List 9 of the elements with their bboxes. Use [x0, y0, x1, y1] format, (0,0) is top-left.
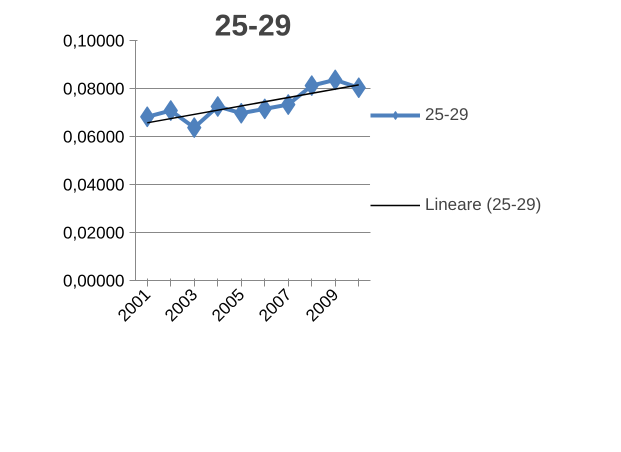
legend-label: Lineare (25-29)	[425, 195, 542, 215]
y-tick-label: 0,08000	[63, 80, 124, 98]
y-tick-label: 0,00000	[63, 272, 124, 290]
y-tick-label: 0,10000	[63, 32, 124, 50]
y-tick-label: 0,02000	[63, 224, 124, 242]
legend-label: 25-29	[425, 105, 468, 125]
y-tick-label: 0,04000	[63, 176, 124, 194]
y-tick-label: 0,06000	[63, 128, 124, 146]
chart-title: 25-29	[214, 10, 292, 42]
